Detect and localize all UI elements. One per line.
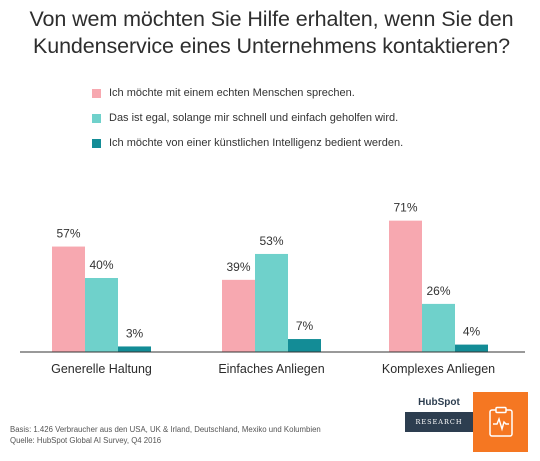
bar-1-1 bbox=[52, 246, 85, 352]
bar-3-2 bbox=[422, 303, 455, 352]
clipboard-pulse-icon bbox=[473, 392, 528, 452]
legend-swatch-1 bbox=[92, 88, 101, 98]
research-label: RESEARCH bbox=[405, 412, 473, 432]
footnote: Basis: 1.426 Verbraucher aus den USA, UK… bbox=[10, 425, 321, 446]
footnote-basis: Basis: 1.426 Verbraucher aus den USA, UK… bbox=[10, 425, 321, 434]
legend-swatch-3 bbox=[92, 138, 101, 148]
legend-item-2: Das ist egal, solange mir schnell und ei… bbox=[92, 111, 398, 125]
data-label-3-2: 26% bbox=[426, 284, 450, 298]
data-label-2-2: 53% bbox=[259, 234, 283, 248]
data-label-1-2: 40% bbox=[89, 258, 113, 272]
hubspot-research-logo: HubSpot RESEARCH bbox=[405, 392, 473, 452]
category-label-2: Einfaches Anliegen bbox=[218, 362, 324, 376]
bar-2-1 bbox=[222, 279, 255, 352]
legend-label-1: Ich möchte mit einem echten Menschen spr… bbox=[109, 87, 355, 99]
legend-item-3: Ich möchte von einer künstlichen Intelli… bbox=[92, 136, 403, 150]
hubspot-wordmark: HubSpot bbox=[405, 392, 473, 412]
data-label-1-1: 57% bbox=[56, 227, 80, 241]
title-line-2: Kundenservice eines Unternehmens kontakt… bbox=[32, 34, 511, 58]
bar-1-3 bbox=[118, 346, 151, 352]
legend-label-3: Ich möchte von einer künstlichen Intelli… bbox=[109, 137, 404, 149]
category-label-3: Komplexes Anliegen bbox=[382, 362, 495, 376]
bar-2-2 bbox=[255, 253, 288, 352]
bar-3-3 bbox=[455, 344, 488, 352]
data-label-2-3: 7% bbox=[296, 319, 314, 333]
legend-swatch-2 bbox=[92, 113, 101, 123]
bar-3-1 bbox=[389, 220, 422, 352]
data-label-1-3: 3% bbox=[126, 326, 144, 340]
data-label-3-3: 4% bbox=[463, 325, 481, 339]
bar-1-2 bbox=[85, 278, 118, 352]
footnote-source: Quelle: HubSpot Global AI Survey, Q4 201… bbox=[10, 435, 162, 445]
chart-title: Von wem möchten Sie Hilfe erhalten, wenn… bbox=[14, 6, 529, 60]
data-label-2-1: 39% bbox=[226, 260, 250, 274]
data-label-3-1: 71% bbox=[393, 201, 417, 215]
legend-label-2: Das ist egal, solange mir schnell und ei… bbox=[109, 112, 399, 124]
category-label-1: Generelle Haltung bbox=[51, 362, 152, 376]
bar-2-3 bbox=[288, 339, 321, 352]
title-line-1: Von wem möchten Sie Hilfe erhalten, wenn… bbox=[29, 7, 514, 31]
legend-item-1: Ich möchte mit einem echten Menschen spr… bbox=[92, 86, 355, 100]
